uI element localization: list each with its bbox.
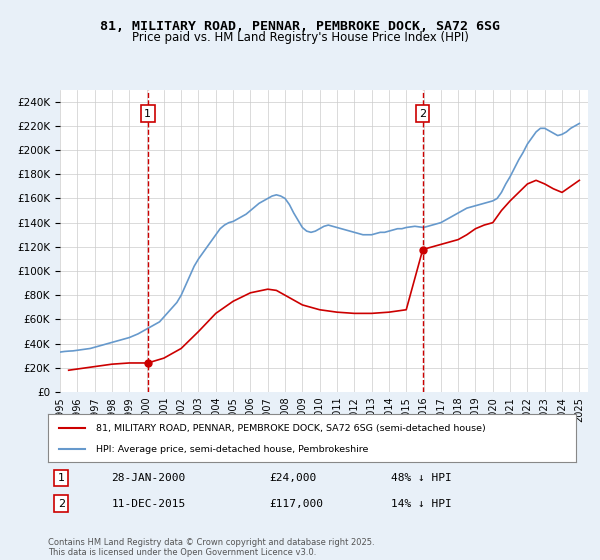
Text: £24,000: £24,000 [270, 473, 317, 483]
Text: £117,000: £117,000 [270, 498, 324, 508]
Text: Contains HM Land Registry data © Crown copyright and database right 2025.
This d: Contains HM Land Registry data © Crown c… [48, 538, 374, 557]
Text: 28-JAN-2000: 28-JAN-2000 [112, 473, 185, 483]
Text: 2: 2 [58, 498, 65, 508]
Text: 1: 1 [58, 473, 65, 483]
Text: 81, MILITARY ROAD, PENNAR, PEMBROKE DOCK, SA72 6SG: 81, MILITARY ROAD, PENNAR, PEMBROKE DOCK… [100, 20, 500, 32]
Text: 48% ↓ HPI: 48% ↓ HPI [391, 473, 452, 483]
Text: 11-DEC-2015: 11-DEC-2015 [112, 498, 185, 508]
Text: HPI: Average price, semi-detached house, Pembrokeshire: HPI: Average price, semi-detached house,… [95, 445, 368, 454]
Text: 14% ↓ HPI: 14% ↓ HPI [391, 498, 452, 508]
Text: 81, MILITARY ROAD, PENNAR, PEMBROKE DOCK, SA72 6SG (semi-detached house): 81, MILITARY ROAD, PENNAR, PEMBROKE DOCK… [95, 424, 485, 433]
Text: 1: 1 [144, 109, 151, 119]
Text: 2: 2 [419, 109, 426, 119]
Text: Price paid vs. HM Land Registry's House Price Index (HPI): Price paid vs. HM Land Registry's House … [131, 31, 469, 44]
